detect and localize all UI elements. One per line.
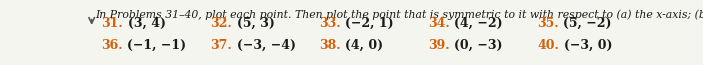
Text: 40.: 40. — [537, 39, 559, 52]
Text: 39.: 39. — [428, 39, 450, 52]
Text: (4, −2): (4, −2) — [455, 17, 503, 30]
Text: (5, −2): (5, −2) — [563, 17, 612, 30]
Text: 34.: 34. — [428, 17, 450, 30]
Text: 32.: 32. — [210, 17, 232, 30]
Text: 33.: 33. — [319, 17, 341, 30]
Text: (−3, 0): (−3, 0) — [564, 39, 612, 52]
Text: (0, −3): (0, −3) — [454, 39, 503, 52]
Text: (−2, 1): (−2, 1) — [345, 17, 394, 30]
Text: 36.: 36. — [101, 39, 123, 52]
Text: 38.: 38. — [319, 39, 341, 52]
Text: (−1, −1): (−1, −1) — [127, 39, 186, 52]
Text: 31.: 31. — [101, 17, 123, 30]
Text: 35.: 35. — [537, 17, 559, 30]
Text: (4, 0): (4, 0) — [345, 39, 384, 52]
Text: In Problems 31–40, plot each point. Then plot the point that is symmetric to it : In Problems 31–40, plot each point. Then… — [95, 9, 703, 20]
Text: (−3, −4): (−3, −4) — [237, 39, 295, 52]
Text: (3, 4): (3, 4) — [128, 17, 166, 30]
Text: (5, 3): (5, 3) — [237, 17, 274, 30]
Text: 37.: 37. — [210, 39, 232, 52]
